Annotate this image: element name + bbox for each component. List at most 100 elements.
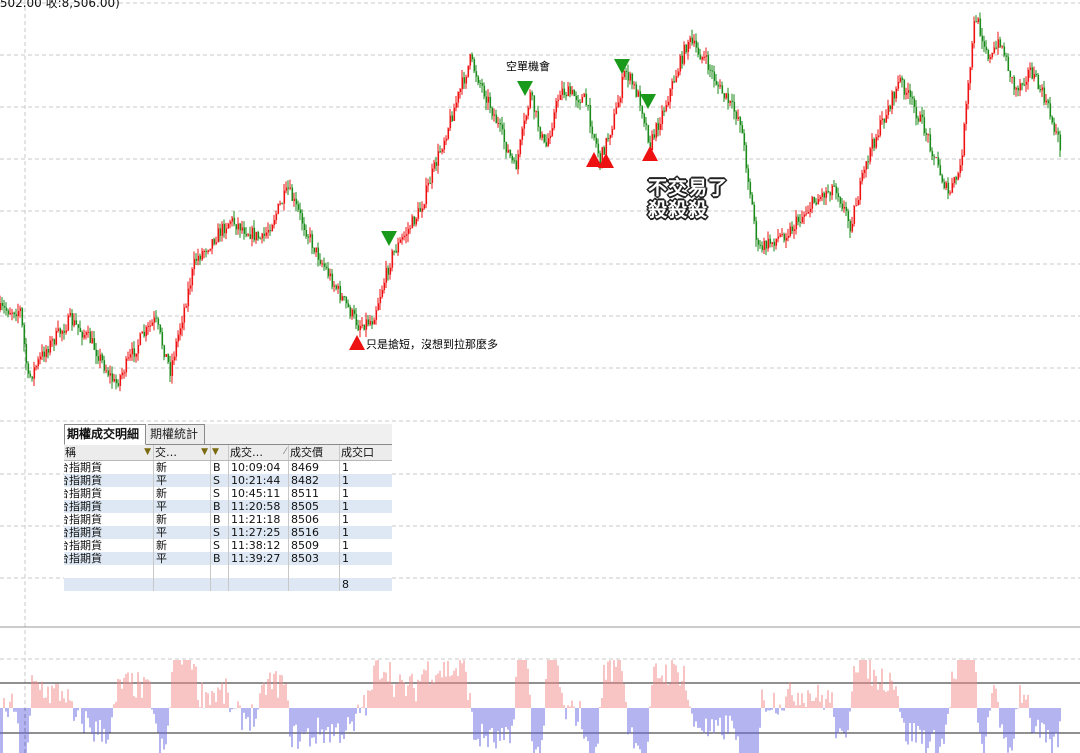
candle-body bbox=[511, 155, 514, 161]
candle-body bbox=[365, 319, 368, 330]
filter-icon[interactable]: ▼ bbox=[201, 447, 208, 457]
column-header-name[interactable]: 稱 ▼ bbox=[64, 445, 154, 460]
candle-body bbox=[1, 303, 4, 306]
candle-body bbox=[31, 376, 34, 379]
candle-body bbox=[925, 133, 928, 135]
candle-body bbox=[767, 238, 770, 249]
candle-body bbox=[109, 373, 112, 376]
candle-body bbox=[567, 86, 570, 97]
candle-body bbox=[629, 73, 632, 81]
column-header-side[interactable]: ▼ bbox=[211, 445, 229, 460]
annotation-kill: 殺殺殺 bbox=[648, 199, 709, 221]
candle-body bbox=[697, 47, 700, 55]
candle-body bbox=[41, 351, 44, 357]
candle-body bbox=[821, 192, 824, 198]
candle-body bbox=[175, 341, 178, 357]
candle-body bbox=[29, 373, 32, 377]
candle-body bbox=[181, 322, 184, 329]
candle-body bbox=[347, 303, 350, 307]
column-header-type[interactable]: 交… ▼ bbox=[154, 445, 211, 460]
candle-body bbox=[395, 250, 398, 253]
candle-body bbox=[239, 223, 242, 231]
candle-body bbox=[575, 96, 578, 101]
tab-statistics[interactable]: 期權統計 bbox=[148, 424, 206, 444]
candle-body bbox=[499, 122, 502, 125]
filter-icon[interactable]: ▼ bbox=[144, 447, 151, 457]
candle-body bbox=[151, 322, 154, 326]
candle-body bbox=[733, 101, 736, 112]
candlestick-series bbox=[0, 12, 1062, 392]
candle-body bbox=[745, 145, 748, 169]
candle-body bbox=[379, 296, 382, 304]
candle-body bbox=[311, 234, 314, 248]
candle-body bbox=[391, 250, 394, 268]
candle-body bbox=[785, 237, 788, 241]
candle-body bbox=[5, 307, 8, 311]
candle-body bbox=[445, 138, 448, 141]
candle-body bbox=[771, 242, 774, 244]
trade-markers bbox=[349, 59, 658, 350]
candle-body bbox=[295, 198, 298, 205]
candle-body bbox=[87, 331, 90, 333]
candle-body bbox=[227, 223, 230, 229]
candle-body bbox=[261, 233, 264, 239]
candle-body bbox=[671, 81, 674, 90]
candle-body bbox=[485, 96, 488, 103]
candle-body bbox=[211, 239, 214, 249]
candle-body bbox=[1011, 76, 1014, 78]
candle-body bbox=[413, 216, 416, 225]
candle-body bbox=[91, 338, 94, 343]
candle-body bbox=[869, 148, 872, 162]
candle-body bbox=[107, 370, 110, 376]
filter-icon[interactable]: ▼ bbox=[212, 447, 219, 457]
candle-body bbox=[187, 288, 190, 307]
candle-body bbox=[469, 54, 472, 66]
candle-body bbox=[185, 306, 188, 308]
candle-body bbox=[983, 41, 986, 47]
candle-body bbox=[343, 296, 346, 298]
candle-body bbox=[959, 165, 962, 174]
candle-body bbox=[579, 102, 582, 104]
candle-body bbox=[923, 117, 926, 134]
candle-body bbox=[609, 134, 612, 139]
candle-body bbox=[735, 111, 738, 119]
candle-body bbox=[1025, 81, 1028, 85]
candle-body bbox=[583, 93, 586, 98]
candle-body bbox=[35, 366, 38, 368]
candle-body bbox=[1049, 103, 1052, 117]
candle-body bbox=[505, 142, 508, 153]
candle-body bbox=[179, 328, 182, 335]
candle-body bbox=[1045, 100, 1048, 103]
candle-body bbox=[741, 124, 744, 134]
candle-body bbox=[969, 67, 972, 84]
candle-body bbox=[547, 138, 550, 147]
candle-body bbox=[473, 59, 476, 72]
candle-body bbox=[229, 221, 232, 224]
column-header-price[interactable]: 成交價 bbox=[289, 445, 340, 460]
candle-body bbox=[255, 232, 258, 241]
candle-body bbox=[639, 91, 642, 106]
candle-body bbox=[153, 317, 156, 323]
candle-body bbox=[207, 250, 210, 252]
sort-icon[interactable]: ⁄ bbox=[284, 447, 286, 457]
column-header-time[interactable]: 成交… ⁄ bbox=[229, 445, 289, 460]
candle-body bbox=[231, 217, 234, 222]
table-header: 稱 ▼ 交… ▼ ▼ 成交… ⁄ 成交價 成交口 bbox=[64, 445, 392, 461]
candle-body bbox=[643, 113, 646, 124]
candle-body bbox=[967, 83, 970, 104]
candle-body bbox=[319, 259, 322, 265]
candle-body bbox=[791, 226, 794, 231]
candle-body bbox=[169, 362, 172, 376]
column-header-qty[interactable]: 成交口 bbox=[341, 446, 374, 459]
candle-body bbox=[525, 115, 528, 121]
tab-trade-detail[interactable]: 期權成交明細 bbox=[64, 424, 147, 445]
